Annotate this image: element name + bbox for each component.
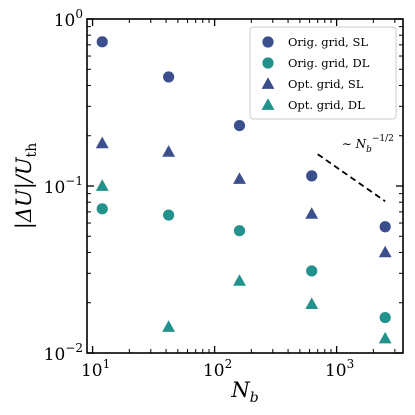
data-point <box>95 179 109 191</box>
x-axis-ticks: 101 102 103 <box>81 19 354 381</box>
legend-label: Opt. grid, SL <box>288 77 364 91</box>
x-tick-label: 102 <box>203 357 232 381</box>
data-point <box>378 245 392 258</box>
data-point <box>233 274 246 286</box>
data-point <box>96 203 108 215</box>
legend-box <box>249 26 397 120</box>
x-tick-label: 101 <box>81 357 110 381</box>
data-point <box>95 136 109 149</box>
data-point <box>162 145 176 157</box>
data-point <box>379 221 391 233</box>
legend-marker <box>261 77 275 89</box>
data-point <box>163 71 175 83</box>
legend-label: Orig. grid, DL <box>288 56 370 70</box>
data-point <box>378 331 392 344</box>
reference-slope: ∼ Nb−1/2 <box>317 134 394 203</box>
legend-marker <box>262 36 274 48</box>
x-minor-ticks <box>128 19 396 353</box>
reference-slope-line <box>317 153 386 203</box>
data-point <box>233 172 246 184</box>
data-point <box>96 36 108 48</box>
data-point <box>379 311 391 324</box>
y-tick-label: 10−2 <box>44 341 83 365</box>
legend-marker <box>261 98 275 110</box>
data-point <box>233 225 246 237</box>
y-tick-label: 10−1 <box>44 174 83 198</box>
data-point <box>162 320 176 332</box>
legend-label: Orig. grid, SL <box>288 35 368 49</box>
data-point <box>233 119 246 132</box>
data-point <box>163 209 175 221</box>
data-point <box>305 207 319 219</box>
data-point <box>305 297 319 310</box>
legend-label: Opt. grid, DL <box>288 98 365 112</box>
y-tick-label: 100 <box>54 7 83 31</box>
data-point <box>306 265 318 277</box>
legend: Orig. grid, SL Orig. grid, DL Opt. grid, S… <box>249 26 397 120</box>
reference-slope-label: ∼ Nb−1/2 <box>342 134 394 155</box>
x-tick-label: 103 <box>325 357 354 381</box>
y-axis-title: |ΔU|/Uth <box>12 143 40 229</box>
legend-marker <box>262 57 274 69</box>
x-axis-title: Nb <box>230 378 258 406</box>
y-axis-ticks: 10−2 10−1 100 <box>44 7 403 365</box>
data-point <box>306 170 318 182</box>
y-minor-ticks <box>87 26 403 304</box>
data-series <box>95 36 392 344</box>
